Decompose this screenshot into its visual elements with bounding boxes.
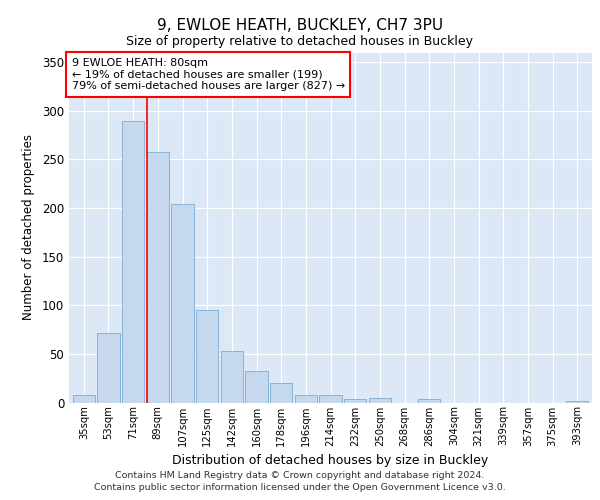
Text: Contains public sector information licensed under the Open Government Licence v3: Contains public sector information licen…	[94, 483, 506, 492]
Bar	[566, 400, 589, 402]
Bar	[122, 120, 144, 402]
Text: 9 EWLOE HEATH: 80sqm
← 19% of detached houses are smaller (199)
79% of semi-deta: 9 EWLOE HEATH: 80sqm ← 19% of detached h…	[71, 58, 345, 91]
Y-axis label: Number of detached properties: Number of detached properties	[22, 134, 35, 320]
X-axis label: Distribution of detached houses by size in Buckley: Distribution of detached houses by size …	[172, 454, 489, 467]
Text: 9, EWLOE HEATH, BUCKLEY, CH7 3PU: 9, EWLOE HEATH, BUCKLEY, CH7 3PU	[157, 18, 443, 32]
Text: Size of property relative to detached houses in Buckley: Size of property relative to detached ho…	[127, 35, 473, 48]
Bar	[97, 332, 119, 402]
Bar	[73, 394, 95, 402]
Bar	[295, 394, 317, 402]
Bar	[319, 394, 342, 402]
Bar	[418, 398, 440, 402]
Bar	[270, 383, 292, 402]
Text: Contains HM Land Registry data © Crown copyright and database right 2024.: Contains HM Land Registry data © Crown c…	[115, 472, 485, 480]
Bar	[221, 351, 243, 403]
Bar	[369, 398, 391, 402]
Bar	[172, 204, 194, 402]
Bar	[245, 372, 268, 402]
Bar	[147, 152, 169, 402]
Bar	[344, 398, 367, 402]
Bar	[196, 310, 218, 402]
